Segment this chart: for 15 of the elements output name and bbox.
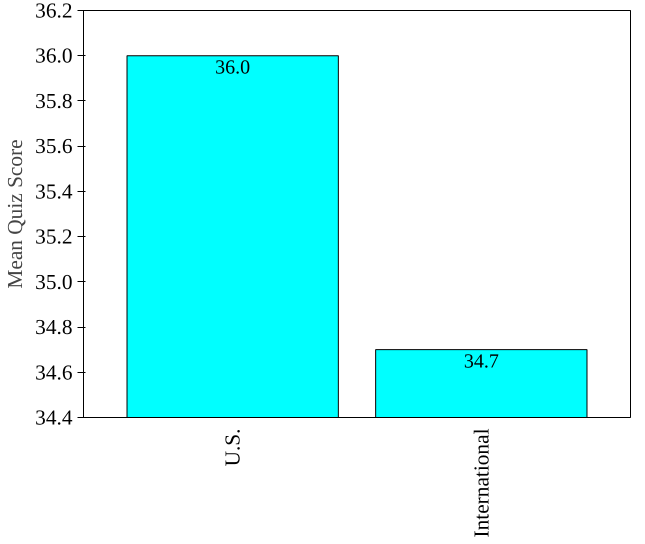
y-tick-label: 35.4	[35, 179, 73, 204]
y-tick-label: 35.0	[35, 270, 73, 294]
y-tick-label: 35.8	[35, 88, 73, 113]
y-axis-title: Mean Quiz Score	[3, 139, 28, 289]
y-tick-label: 34.4	[35, 406, 73, 430]
y-tick-label: 34.6	[35, 360, 73, 384]
y-tick-label: 36.2	[35, 0, 73, 22]
data-label: 34.7	[464, 350, 499, 373]
y-tick-label: 34.8	[35, 315, 73, 340]
data-label: 36.0	[215, 56, 250, 79]
y-tick-label: 35.6	[35, 134, 73, 158]
x-tick-label: U.S.	[220, 428, 245, 466]
x-tick-label: International	[469, 428, 494, 538]
y-tick-label: 36.0	[35, 44, 73, 68]
y-tick-label: 35.2	[35, 224, 73, 249]
